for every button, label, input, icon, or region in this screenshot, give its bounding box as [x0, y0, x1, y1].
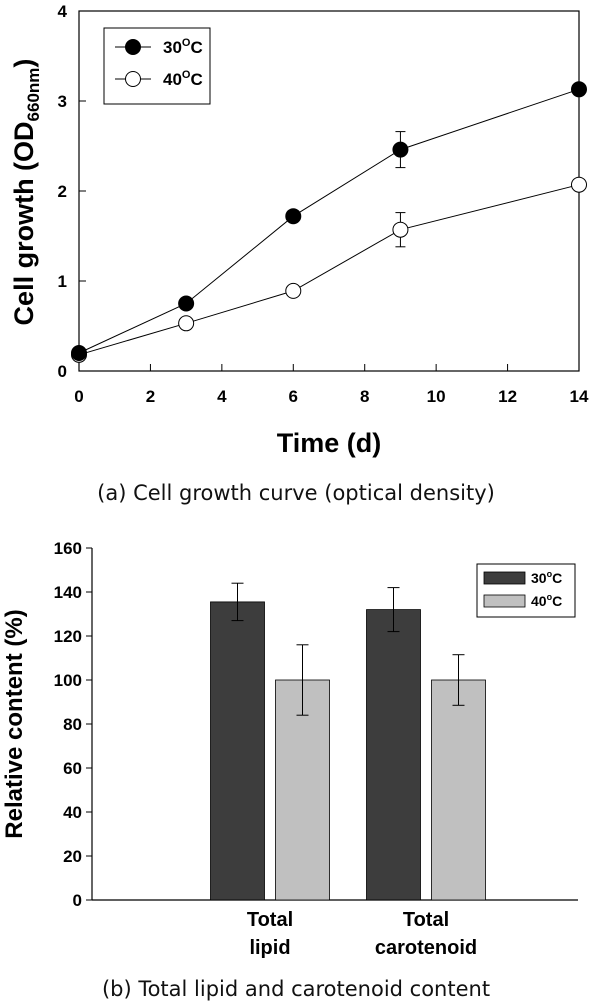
y-tick-label: 20 [63, 847, 82, 866]
y-tick-label: 3 [58, 92, 67, 111]
chart-b-category-label: Total carotenoid [375, 909, 477, 959]
x-tick-label: 14 [570, 387, 589, 406]
legend-swatch-40c [483, 594, 526, 608]
x-tick-label: 4 [217, 387, 227, 406]
chart-b-category-label: Total lipid [247, 909, 293, 959]
data-point-30c [571, 81, 587, 98]
x-tick-label: 0 [74, 387, 83, 406]
chart-b-y-axis-label: Relative content (%) [1, 609, 28, 838]
chart-a-legend: 30OC 40OC [103, 27, 211, 105]
data-point-40c [571, 176, 587, 193]
y-tick-label: 0 [58, 362, 67, 381]
x-tick-label: 10 [427, 387, 446, 406]
content-bar-chart: 0 20 40 60 80 100 120 140 160 Relative content (… [1, 539, 578, 1001]
legend-label-30c-b: 30oC [531, 569, 562, 586]
x-tick-label: 2 [146, 387, 155, 406]
chart-a-caption: (a) Cell growth curve (optical density) [97, 481, 495, 505]
y-tick-label: 40 [63, 803, 82, 822]
x-tick-label: 6 [289, 387, 298, 406]
y-tick-label: 1 [58, 272, 67, 291]
chart-a-y-axis-label: Cell growth (OD660nm) [9, 59, 43, 326]
y-tick-label: 140 [54, 583, 82, 602]
x-tick-label: 12 [498, 387, 517, 406]
x-tick-label: 8 [360, 387, 369, 406]
chart-a-legend-box [103, 27, 211, 105]
y-tick-label: 4 [58, 2, 68, 21]
legend-label-40c-b: 40oC [531, 592, 562, 609]
data-point-30c [71, 345, 87, 361]
chart-b-legend: 30oC 40oC [476, 563, 576, 618]
bar-40c [431, 679, 486, 901]
y-tick-label: 80 [63, 715, 82, 734]
bar-30c [366, 609, 421, 901]
data-point-40c [392, 221, 409, 238]
y-tick-label: 60 [63, 759, 82, 778]
y-tick-label: 100 [54, 671, 82, 690]
legend-label-40c: 40OC [163, 69, 203, 89]
data-point-30c [178, 295, 195, 312]
legend-swatch-30c [483, 571, 526, 585]
bar-40c [275, 679, 330, 901]
data-point-30c [392, 141, 409, 158]
y-tick-label: 120 [54, 627, 82, 646]
legend-marker-40c [125, 71, 141, 87]
bar-30c [210, 601, 265, 901]
data-point-40c [178, 315, 195, 332]
legend-label-30c: 30OC [163, 37, 203, 57]
series-line-0 [78, 88, 580, 354]
data-point-40c [285, 282, 302, 299]
series-line-1 [78, 184, 580, 356]
chart-b-caption: (b) Total lipid and carotenoid content [102, 977, 490, 1001]
y-tick-label: 0 [73, 891, 82, 910]
chart-a-x-axis-label: Time (d) [277, 428, 382, 458]
y-tick-label: 2 [58, 182, 67, 201]
y-tick-label: 160 [54, 539, 82, 558]
data-point-30c [285, 208, 302, 225]
legend-marker-30c [125, 39, 141, 55]
